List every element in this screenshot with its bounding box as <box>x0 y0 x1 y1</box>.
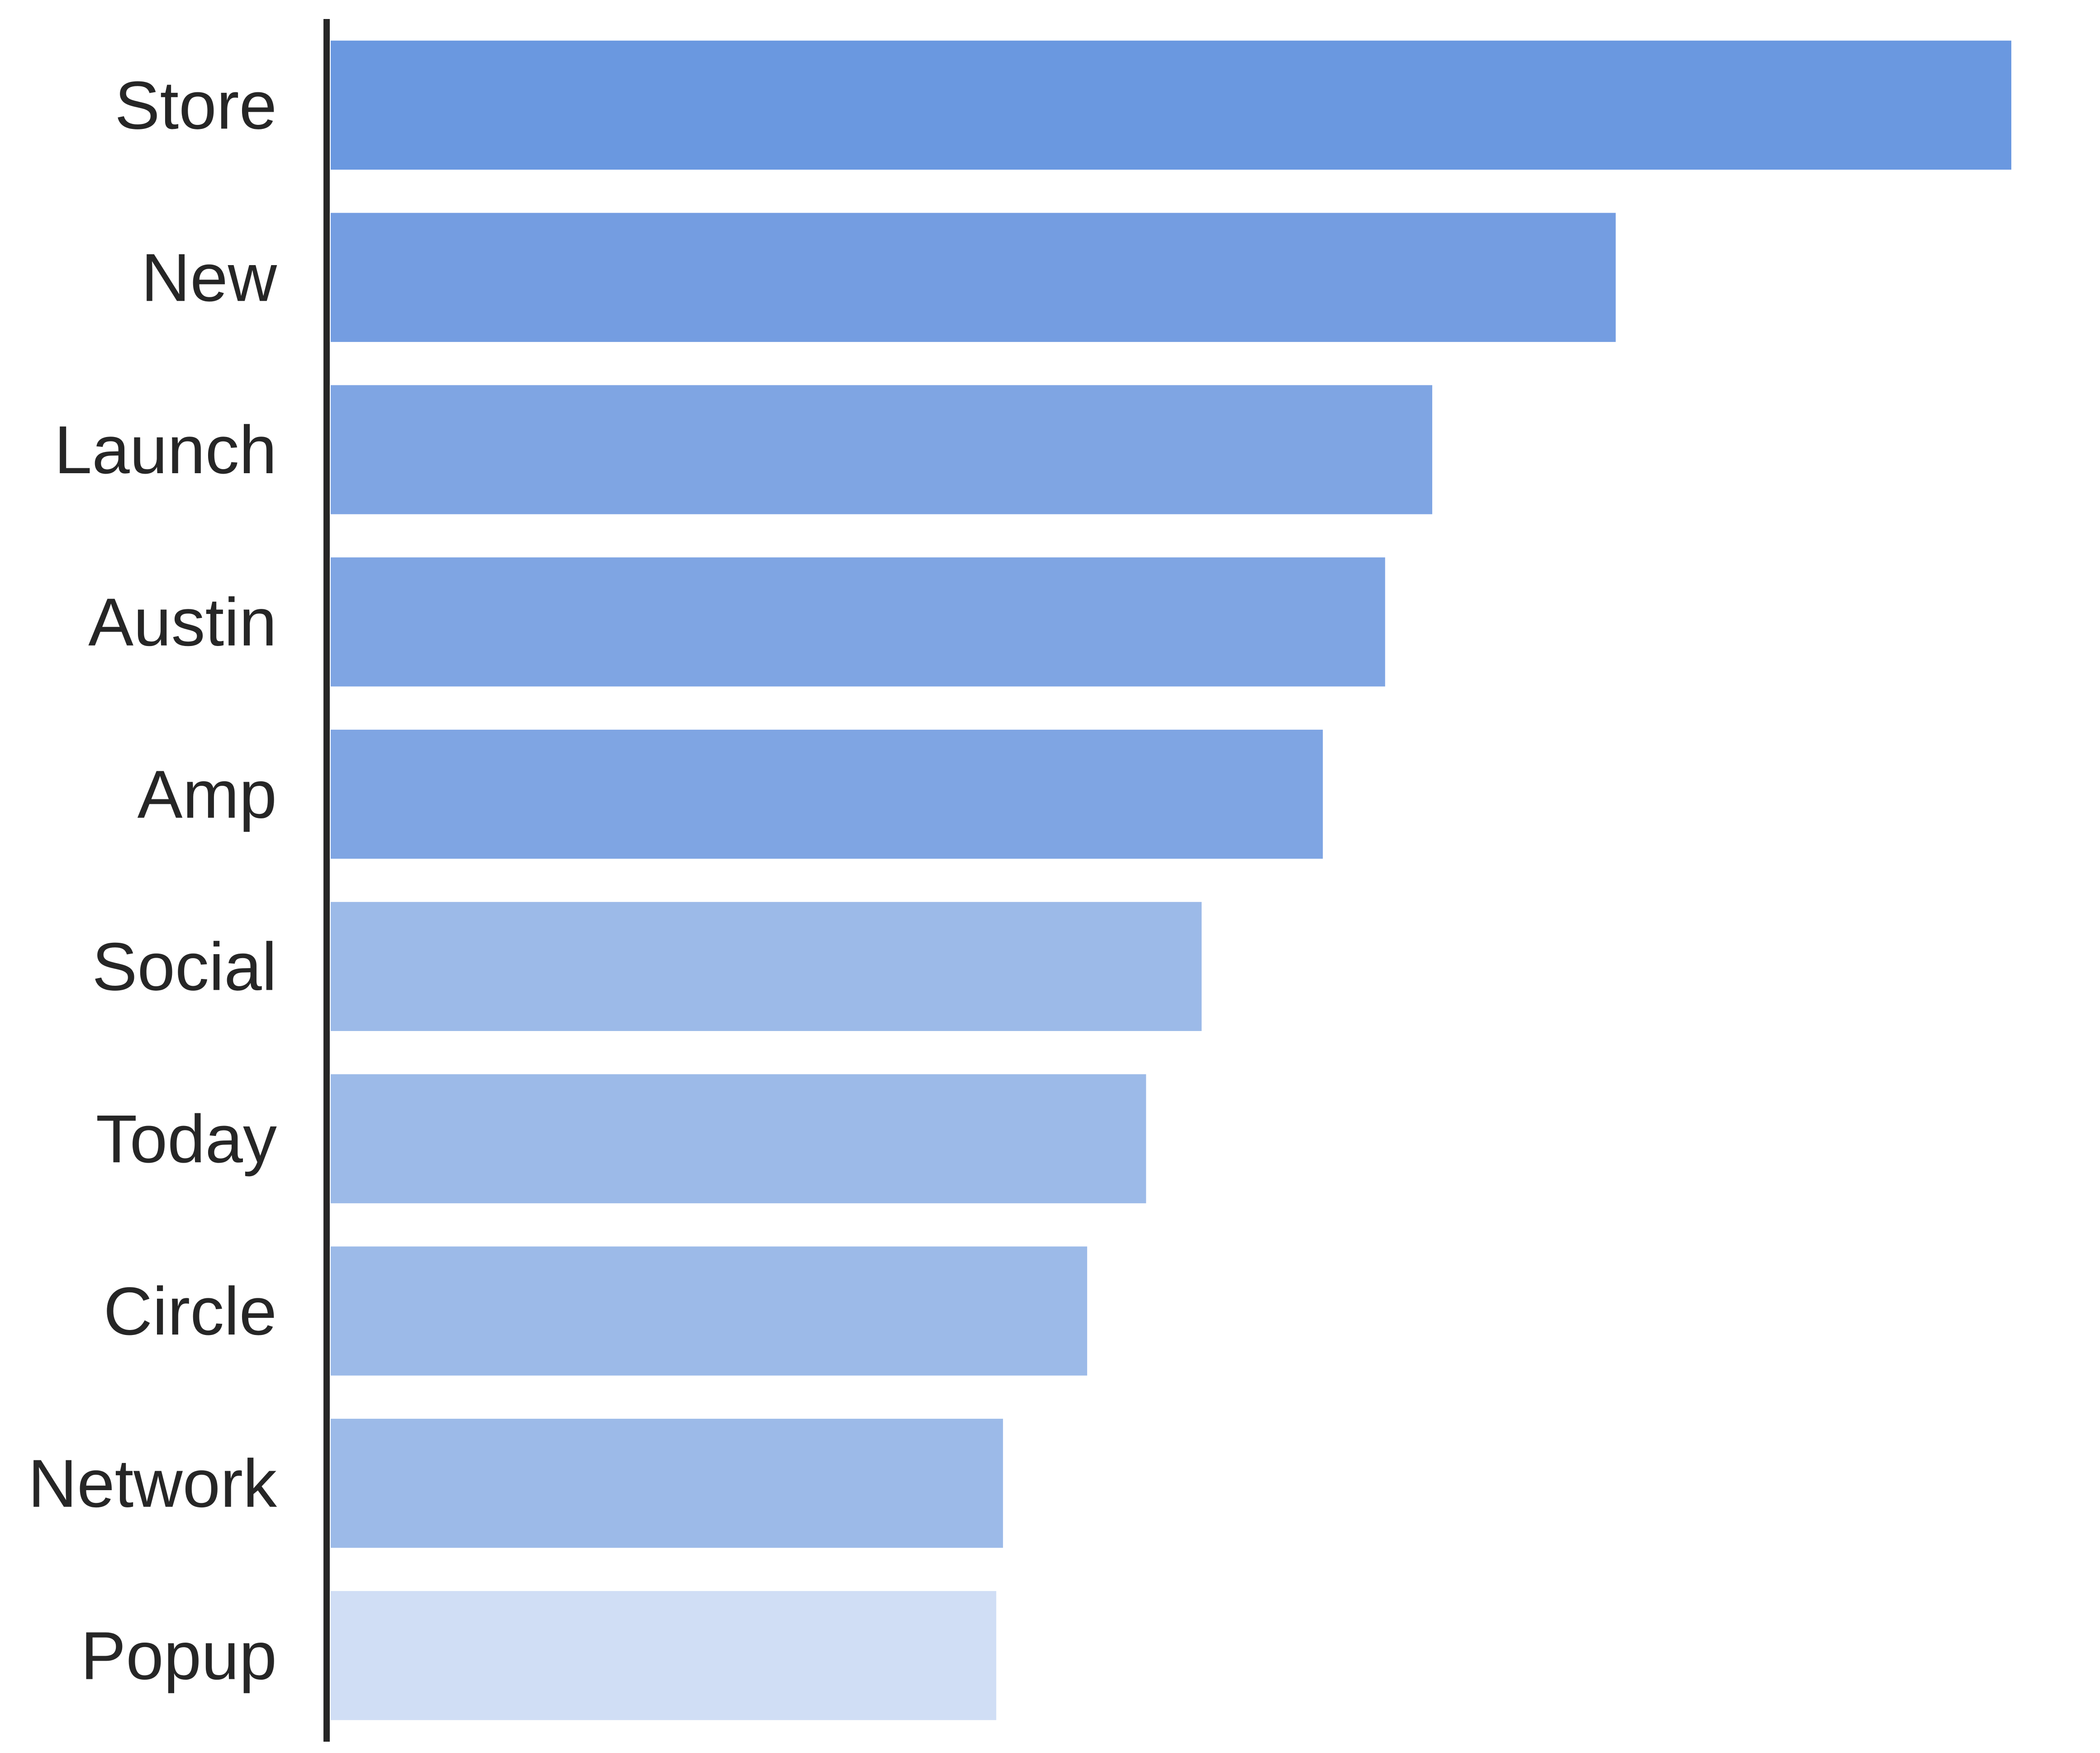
bar-popup <box>328 1588 999 1723</box>
bar-new <box>328 210 1619 345</box>
bar-launch <box>328 382 1435 517</box>
category-label-network: Network <box>28 1445 277 1521</box>
category-label-popup: Popup <box>81 1618 277 1694</box>
category-labels: Store New Launch Austin Amp Social Today Circle… <box>28 67 277 1693</box>
category-label-austin: Austin <box>88 584 277 660</box>
bar-today <box>328 1071 1149 1206</box>
bar-network <box>328 1416 1006 1551</box>
category-label-circle: Circle <box>104 1273 277 1349</box>
bar-social <box>328 899 1205 1034</box>
bar-austin <box>328 555 1388 689</box>
bars-group <box>328 38 2014 1723</box>
category-label-launch: Launch <box>54 412 277 488</box>
category-label-new: New <box>141 239 277 315</box>
bar-circle <box>328 1244 1090 1378</box>
bar-store <box>328 38 2014 173</box>
category-label-social: Social <box>92 928 277 1004</box>
bar-amp <box>328 727 1326 862</box>
category-label-amp: Amp <box>138 756 277 832</box>
category-label-today: Today <box>96 1101 277 1177</box>
category-label-store: Store <box>114 67 277 143</box>
